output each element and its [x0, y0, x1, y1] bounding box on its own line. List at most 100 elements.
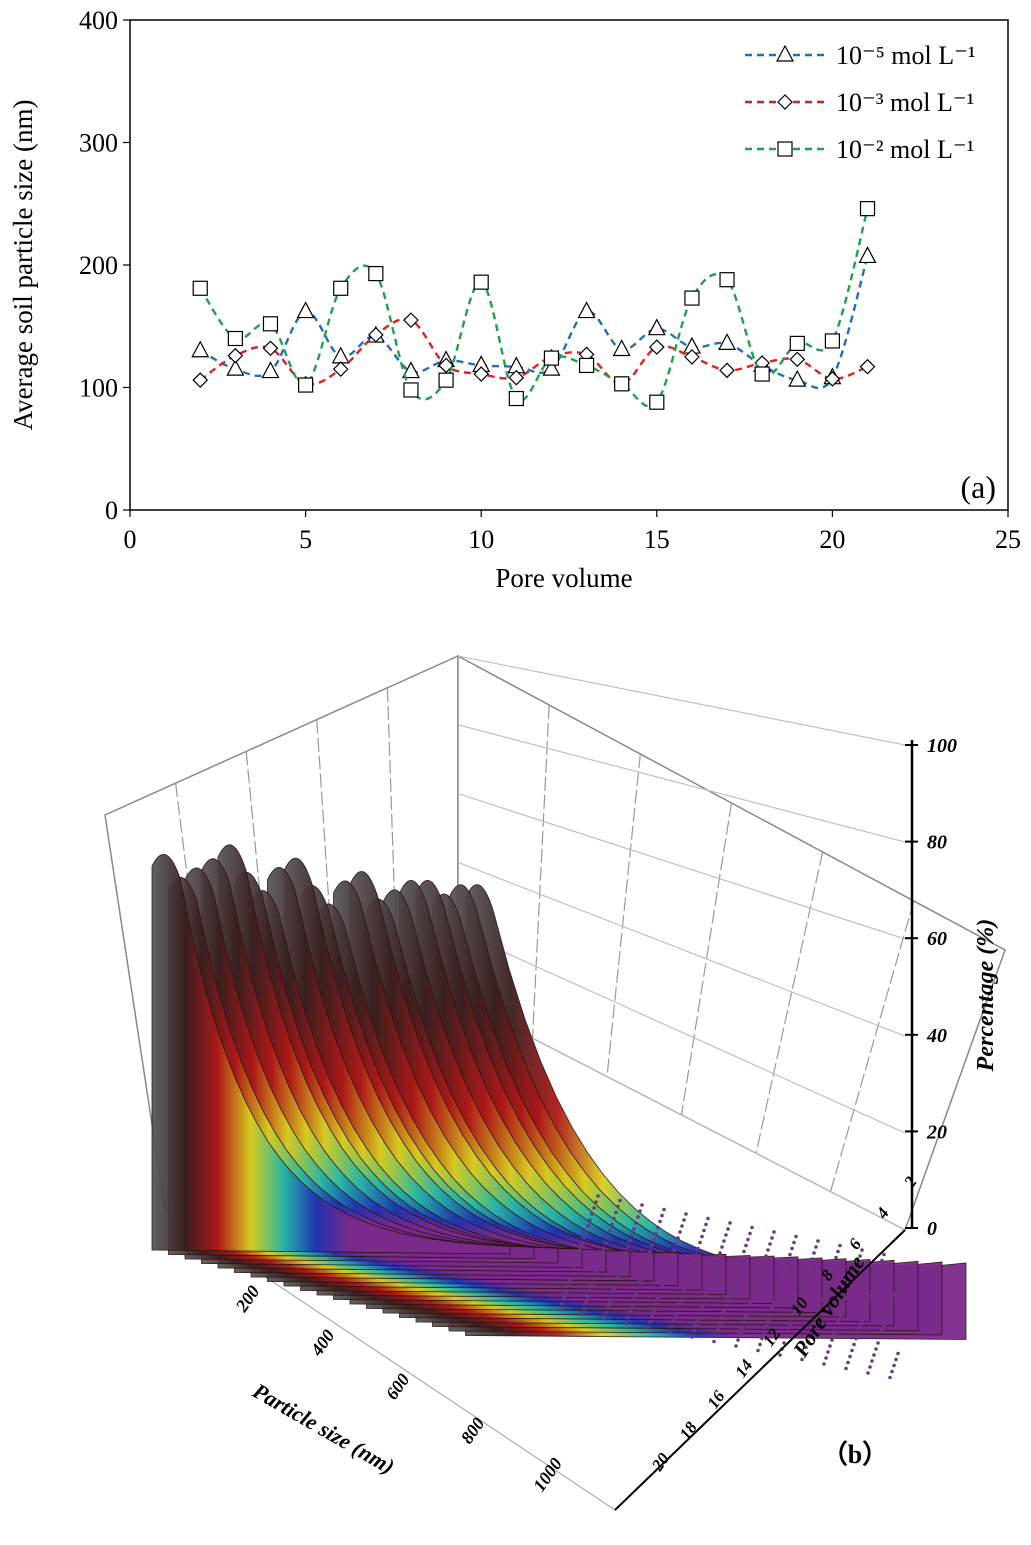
tail-dot [690, 1264, 694, 1269]
tail-dot [654, 1302, 658, 1306]
data-point-triangle [647, 318, 666, 336]
tail-dot [588, 1218, 592, 1222]
tail-dot [662, 1278, 666, 1282]
tail-dot [826, 1279, 830, 1284]
tail-dot [694, 1323, 698, 1327]
tail-dot [868, 1294, 872, 1299]
z-axis-title: Percentage (%) [973, 919, 999, 1073]
tail-dot [640, 1203, 644, 1207]
data-point-diamond [367, 326, 384, 343]
x-tick-label: 25 [995, 525, 1021, 554]
tail-dot [608, 1228, 612, 1233]
tail-dot [670, 1324, 674, 1329]
y-tick-label: 400 [79, 6, 118, 35]
z-tick-label: 40 [926, 1025, 947, 1047]
tail-dot [754, 1284, 758, 1288]
grid-line [457, 861, 906, 1037]
tail-dot [782, 1270, 786, 1275]
y-tick-label: 200 [79, 251, 118, 280]
legend-label: 10⁻² mol L⁻¹ [836, 135, 974, 164]
tail-dot [732, 1279, 736, 1284]
tail-dot [656, 1225, 660, 1230]
panel-label: (a) [960, 469, 996, 505]
legend-label: 10⁻³ mol L⁻¹ [836, 88, 974, 117]
tail-dot [684, 1282, 688, 1287]
tail-dot [810, 1327, 814, 1332]
tail-dot [818, 1303, 822, 1308]
tail-dot [784, 1335, 788, 1339]
x-tick-label: 400 [306, 1326, 338, 1360]
tail-dot [616, 1275, 620, 1279]
tail-dot [768, 1242, 772, 1246]
tail-dot [710, 1275, 714, 1279]
tail-dot [878, 1264, 882, 1269]
tail-dot [832, 1261, 836, 1266]
tail-dot [756, 1348, 760, 1353]
tail-dot [794, 1234, 798, 1239]
tail-dot [680, 1224, 684, 1228]
tail-dot [880, 1329, 884, 1333]
tail-dot [722, 1309, 726, 1314]
x-axis-title: Particle size (nm) [248, 1377, 399, 1479]
tail-dot [844, 1366, 848, 1371]
tail-dot [794, 1305, 798, 1309]
tail-dot [630, 1303, 634, 1308]
data-point-diamond [438, 357, 454, 374]
legend-marker [776, 44, 794, 62]
tail-dot [592, 1276, 596, 1281]
tail-dot [718, 1321, 722, 1326]
tail-dot [614, 1281, 618, 1285]
tail-dot [770, 1236, 774, 1240]
tail-dot [726, 1297, 730, 1302]
tail-dot [720, 1315, 724, 1320]
tail-dot [706, 1216, 710, 1221]
tail-dot [782, 1341, 786, 1345]
tail-dot [678, 1230, 682, 1234]
tail-dot [802, 1351, 806, 1356]
tail-dot [810, 1257, 814, 1261]
tail-dot [846, 1290, 850, 1294]
tail-dot [668, 1330, 672, 1335]
tail-dot [738, 1261, 742, 1266]
data-point-diamond [859, 358, 876, 375]
tail-dot [610, 1222, 614, 1227]
tail-dot [582, 1306, 586, 1311]
tail-dot [788, 1252, 792, 1257]
tail-dot [596, 1264, 600, 1269]
data-point-square [298, 377, 314, 393]
tail-dot [686, 1276, 690, 1281]
tail-dot [636, 1285, 640, 1290]
tail-dot [702, 1299, 706, 1303]
data-point-square [754, 366, 770, 382]
legend-marker [777, 94, 793, 110]
tail-dot [682, 1218, 686, 1222]
x-tick-label: 15 [644, 525, 670, 554]
tail-dot [870, 1288, 874, 1293]
tail-dot [866, 1371, 870, 1375]
legend-label: 10⁻⁵ mol L⁻¹ [836, 41, 976, 70]
data-point-diamond [332, 361, 349, 377]
data-point-square [403, 382, 419, 398]
tail-dot [636, 1215, 640, 1219]
grid-line [457, 724, 906, 843]
z-tick-label: 80 [927, 832, 947, 854]
tail-dot [694, 1252, 698, 1257]
tail-dot [734, 1273, 738, 1278]
data-point-square [824, 333, 841, 349]
tail-dot [582, 1236, 586, 1240]
tail-dot [876, 1270, 880, 1275]
tail-dot [888, 1375, 892, 1380]
tail-dot [634, 1291, 638, 1296]
tail-dot [762, 1330, 766, 1335]
tail-dot [632, 1297, 636, 1302]
tail-dot [796, 1299, 800, 1303]
tail-dot [772, 1230, 776, 1234]
tail-dot [692, 1258, 696, 1263]
tail-dot [766, 1248, 770, 1252]
tail-dot [666, 1266, 670, 1270]
tail-dot [890, 1369, 894, 1374]
tail-dot [802, 1281, 806, 1285]
grid-line [457, 655, 906, 746]
grid-line [316, 719, 342, 1085]
